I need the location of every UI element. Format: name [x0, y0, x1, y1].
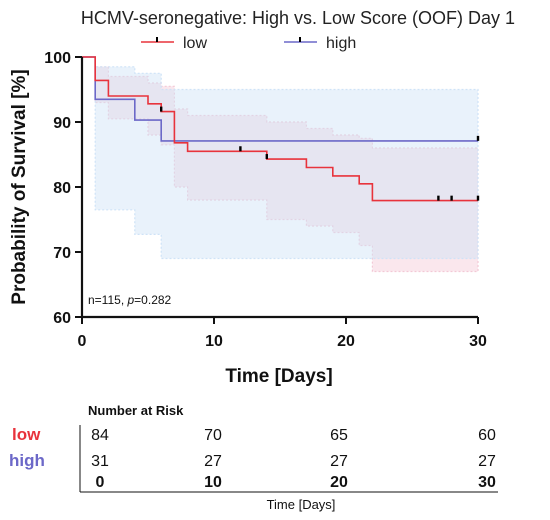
annotation-p: p [126, 293, 134, 307]
risk-cells: 84 70 65 60 31 27 27 27 0 10 20 30 [91, 427, 496, 491]
confidence-bands [82, 56, 479, 273]
risk-cell-high: 27 [478, 453, 496, 470]
risk-row-label-low: low [12, 425, 41, 444]
x-tick-label: 30 [469, 333, 487, 350]
y-tick-label: 70 [53, 245, 71, 262]
risk-time-label: 10 [204, 474, 222, 491]
risk-cell-high: 27 [330, 453, 348, 470]
x-axis-title: Time [Days] [225, 366, 332, 387]
risk-cell-low: 65 [330, 427, 348, 444]
risk-table-header: Number at Risk [88, 403, 184, 418]
risk-time-label: 0 [96, 474, 105, 491]
y-axis-title: Probability of Survival [%] [9, 69, 30, 304]
y-tick-label: 80 [53, 180, 71, 197]
x-tick-label: 10 [205, 333, 223, 350]
risk-row-label-high: high [9, 451, 45, 470]
risk-time-label: 30 [478, 474, 496, 491]
risk-cell-low: 60 [478, 427, 496, 444]
risk-table-xlabel: Time [Days] [267, 497, 336, 512]
y-tick-label: 60 [53, 310, 71, 327]
risk-cell-low: 70 [204, 427, 222, 444]
risk-time-label: 20 [330, 474, 348, 491]
survival-curves [82, 56, 478, 202]
y-tick-label: 100 [44, 50, 71, 67]
chart-title: HCMV-seronegative: High vs. Low Score (O… [81, 8, 515, 28]
risk-cell-low: 84 [91, 427, 109, 444]
x-tick-label: 20 [337, 333, 355, 350]
risk-cell-high: 31 [91, 453, 109, 470]
legend-low-label: low [183, 35, 207, 52]
y-tick-label: 90 [53, 115, 71, 132]
risk-cell-high: 27 [204, 453, 222, 470]
x-tick-label: 0 [78, 333, 87, 350]
censor-marks [159, 106, 480, 201]
legend-high-label: high [326, 35, 356, 52]
legend: low high [141, 35, 356, 52]
sample-annotation: n=115, p=0.282 [88, 293, 172, 307]
axis-ticks: 60 70 80 90 100 0 10 20 30 [44, 50, 487, 350]
ci-band-high [82, 56, 479, 260]
survival-curve-low [82, 56, 478, 202]
risk-table: Number at Risk low high 84 70 65 60 31 27 27 27… [9, 403, 498, 512]
